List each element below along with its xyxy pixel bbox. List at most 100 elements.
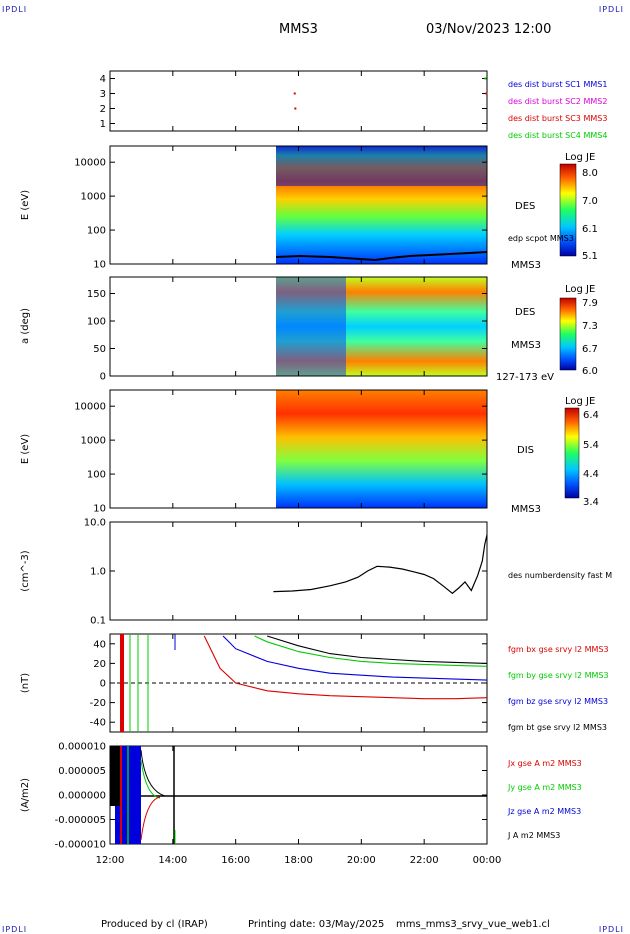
x-tick-label: 16:00: [221, 855, 250, 866]
des-pitch-cbar-tick: 7.9: [582, 298, 598, 309]
des-energy-cbar-tick: 8.0: [582, 168, 598, 179]
y-tick-label: -0.000010: [55, 840, 106, 851]
des-energy-label: DES: [515, 201, 535, 212]
bfield-series-line: [254, 635, 488, 667]
y-tick-label: 150: [87, 289, 106, 300]
des-pitch-cbar-tick: 7.3: [582, 321, 598, 332]
bfield-series-line: [266, 635, 488, 664]
des-pitch-cbar-tick: 6.7: [582, 344, 598, 355]
y-tick-label: 0.000000: [58, 791, 106, 802]
bfield-series-line: [222, 635, 488, 681]
y-tick-label: -0.000005: [55, 815, 106, 826]
panel-density: 0.1 1.0 10.0 des numberdensity fast M (cm^…: [20, 518, 612, 627]
y-tick-label: 100: [87, 317, 106, 328]
current-legend-entry: J A m2 MMS3: [507, 831, 560, 840]
y-tick-label: 100: [87, 226, 106, 237]
spacecraft-title: MMS3: [279, 22, 318, 37]
des-energy-colorbar-title: Log JE: [565, 152, 595, 163]
des-pitch-cbar-tick: 6.0: [582, 366, 598, 377]
des-energy-cbar-tick: 6.1: [582, 224, 598, 235]
burst-point: [485, 92, 488, 95]
panel-dis-energy: 10 100 1000 10000 Log JE 6.4 5.4 4.4 3.4 DI…: [20, 389, 599, 515]
density-ylabel: (cm^-3): [20, 550, 31, 591]
time-x-axis: 12:00 14:00 16:00 18:00 20:00 22:00 00:00: [96, 71, 502, 866]
des-pitch-label: DES: [515, 307, 535, 318]
edp-scpot-label: edp scpot MMS3: [508, 234, 574, 243]
y-tick-label: 10: [93, 260, 106, 271]
dis-energy-spectrogram: [276, 390, 487, 508]
footer-producer: Produced by cl (IRAP): [101, 919, 208, 930]
y-tick-label: 10: [93, 504, 106, 515]
current-ylabel: (A/m2): [20, 778, 31, 812]
panel-des-energy: 10 100 1000 10000 Log JE 8.0 7.0 6.1 5.1 DE…: [20, 145, 598, 271]
y-tick-label: 4: [100, 74, 106, 85]
burst-y-axis: 1 2 3 4: [100, 74, 487, 130]
burst-point: [484, 77, 487, 80]
burst-legend: des dist burst SC1 MMS1 des dist burst SC…: [508, 80, 607, 140]
current-legend: Jx gse A m2 MMS3 Jy gse A m2 MMS3 Jz gse A…: [507, 759, 582, 840]
burst-legend-entry: des dist burst SC4 MMS4: [508, 131, 607, 140]
y-tick-label: 10000: [74, 402, 106, 413]
dis-energy-label: DIS: [517, 445, 534, 456]
corner-mark-top-right: IPDLI: [598, 5, 624, 14]
y-tick-label: 100: [87, 470, 106, 481]
density-series-label: des numberdensity fast M: [508, 571, 612, 580]
dis-energy-cbar-tick: 5.4: [583, 440, 599, 451]
y-tick-label: 1000: [81, 192, 106, 203]
dis-energy-cbar-tick: 6.4: [583, 410, 599, 421]
des-energy-high-band: [276, 146, 487, 186]
x-tick-label: 22:00: [410, 855, 439, 866]
datetime-title: 03/Nov/2023 12:00: [426, 22, 552, 37]
dis-energy-ylabel: E (eV): [20, 434, 31, 464]
density-frame: [109, 521, 488, 621]
y-tick-label: 0.000005: [58, 766, 106, 777]
burst-point: [293, 92, 296, 95]
des-energy-sublabel: MMS3: [511, 260, 541, 271]
density-series-line: [273, 534, 488, 595]
bfield-legend-entry: fgm by gse srvy l2 MMS3: [508, 671, 609, 680]
y-tick-label: 10.0: [84, 518, 106, 529]
edp-scpot-line: [275, 251, 488, 262]
des-energy-colorbar: [559, 163, 577, 257]
des-pitch-energy-range: 127-173 eV: [496, 372, 554, 383]
burst-points: [293, 77, 488, 110]
y-tick-label: 1.0: [90, 567, 106, 578]
density-y-axis: 0.1 1.0 10.0: [84, 518, 487, 627]
current-black-tail: [140, 749, 166, 797]
des-pitch-sublabel: MMS3: [511, 340, 541, 351]
current-red-tail: [140, 796, 161, 841]
bfield-legend-entry: fgm bx gse srvy l2 MMS3: [508, 645, 609, 654]
des-energy-cbar-tick: 5.1: [582, 251, 598, 262]
des-pitch-colorbar-title: Log JE: [565, 284, 595, 295]
x-tick-label: 00:00: [473, 855, 502, 866]
panel-des-pitch: 0 50 100 150 Log JE 7.9 7.3 6.7 6.0 DES MMS…: [20, 276, 598, 383]
y-tick-label: 20: [93, 659, 106, 670]
dis-energy-cbar-tick: 3.4: [583, 497, 599, 508]
corner-mark-bottom-right: IPDLI: [598, 925, 624, 934]
y-tick-label: -20: [90, 698, 106, 709]
dis-energy-colorbar-title: Log JE: [565, 396, 595, 407]
bfield-series-line: [203, 635, 488, 700]
x-tick-label: 12:00: [96, 855, 125, 866]
y-tick-label: -40: [90, 718, 106, 729]
bfield-y-axis: -40 -20 0 20 40: [90, 639, 487, 729]
bfield-legend: fgm bx gse srvy l2 MMS3 fgm by gse srvy l…: [508, 645, 609, 732]
des-pitch-y-axis: 0 50 100 150: [87, 289, 487, 383]
y-tick-label: 2: [100, 104, 106, 115]
y-tick-label: 0: [100, 679, 106, 690]
dis-energy-y-axis: 10 100 1000 10000: [74, 402, 487, 515]
dis-energy-cbar-tick: 4.4: [583, 469, 599, 480]
corner-mark-bottom-left: IPDLI: [2, 925, 28, 934]
des-pitch-ylabel: a (deg): [20, 308, 31, 344]
current-black-burst: [110, 746, 120, 806]
panel-current: -0.000010 -0.000005 0.000000 0.000005 0.0000…: [20, 742, 582, 851]
current-legend-entry: Jy gse A m2 MMS3: [507, 783, 582, 792]
y-tick-label: 3: [100, 89, 106, 100]
des-pitch-early-band: [276, 277, 346, 376]
current-legend-entry: Jx gse A m2 MMS3: [507, 759, 582, 768]
y-tick-label: 0.000010: [58, 742, 106, 753]
bfield-legend-entry: fgm bz gse srvy l2 MMS3: [508, 697, 608, 706]
